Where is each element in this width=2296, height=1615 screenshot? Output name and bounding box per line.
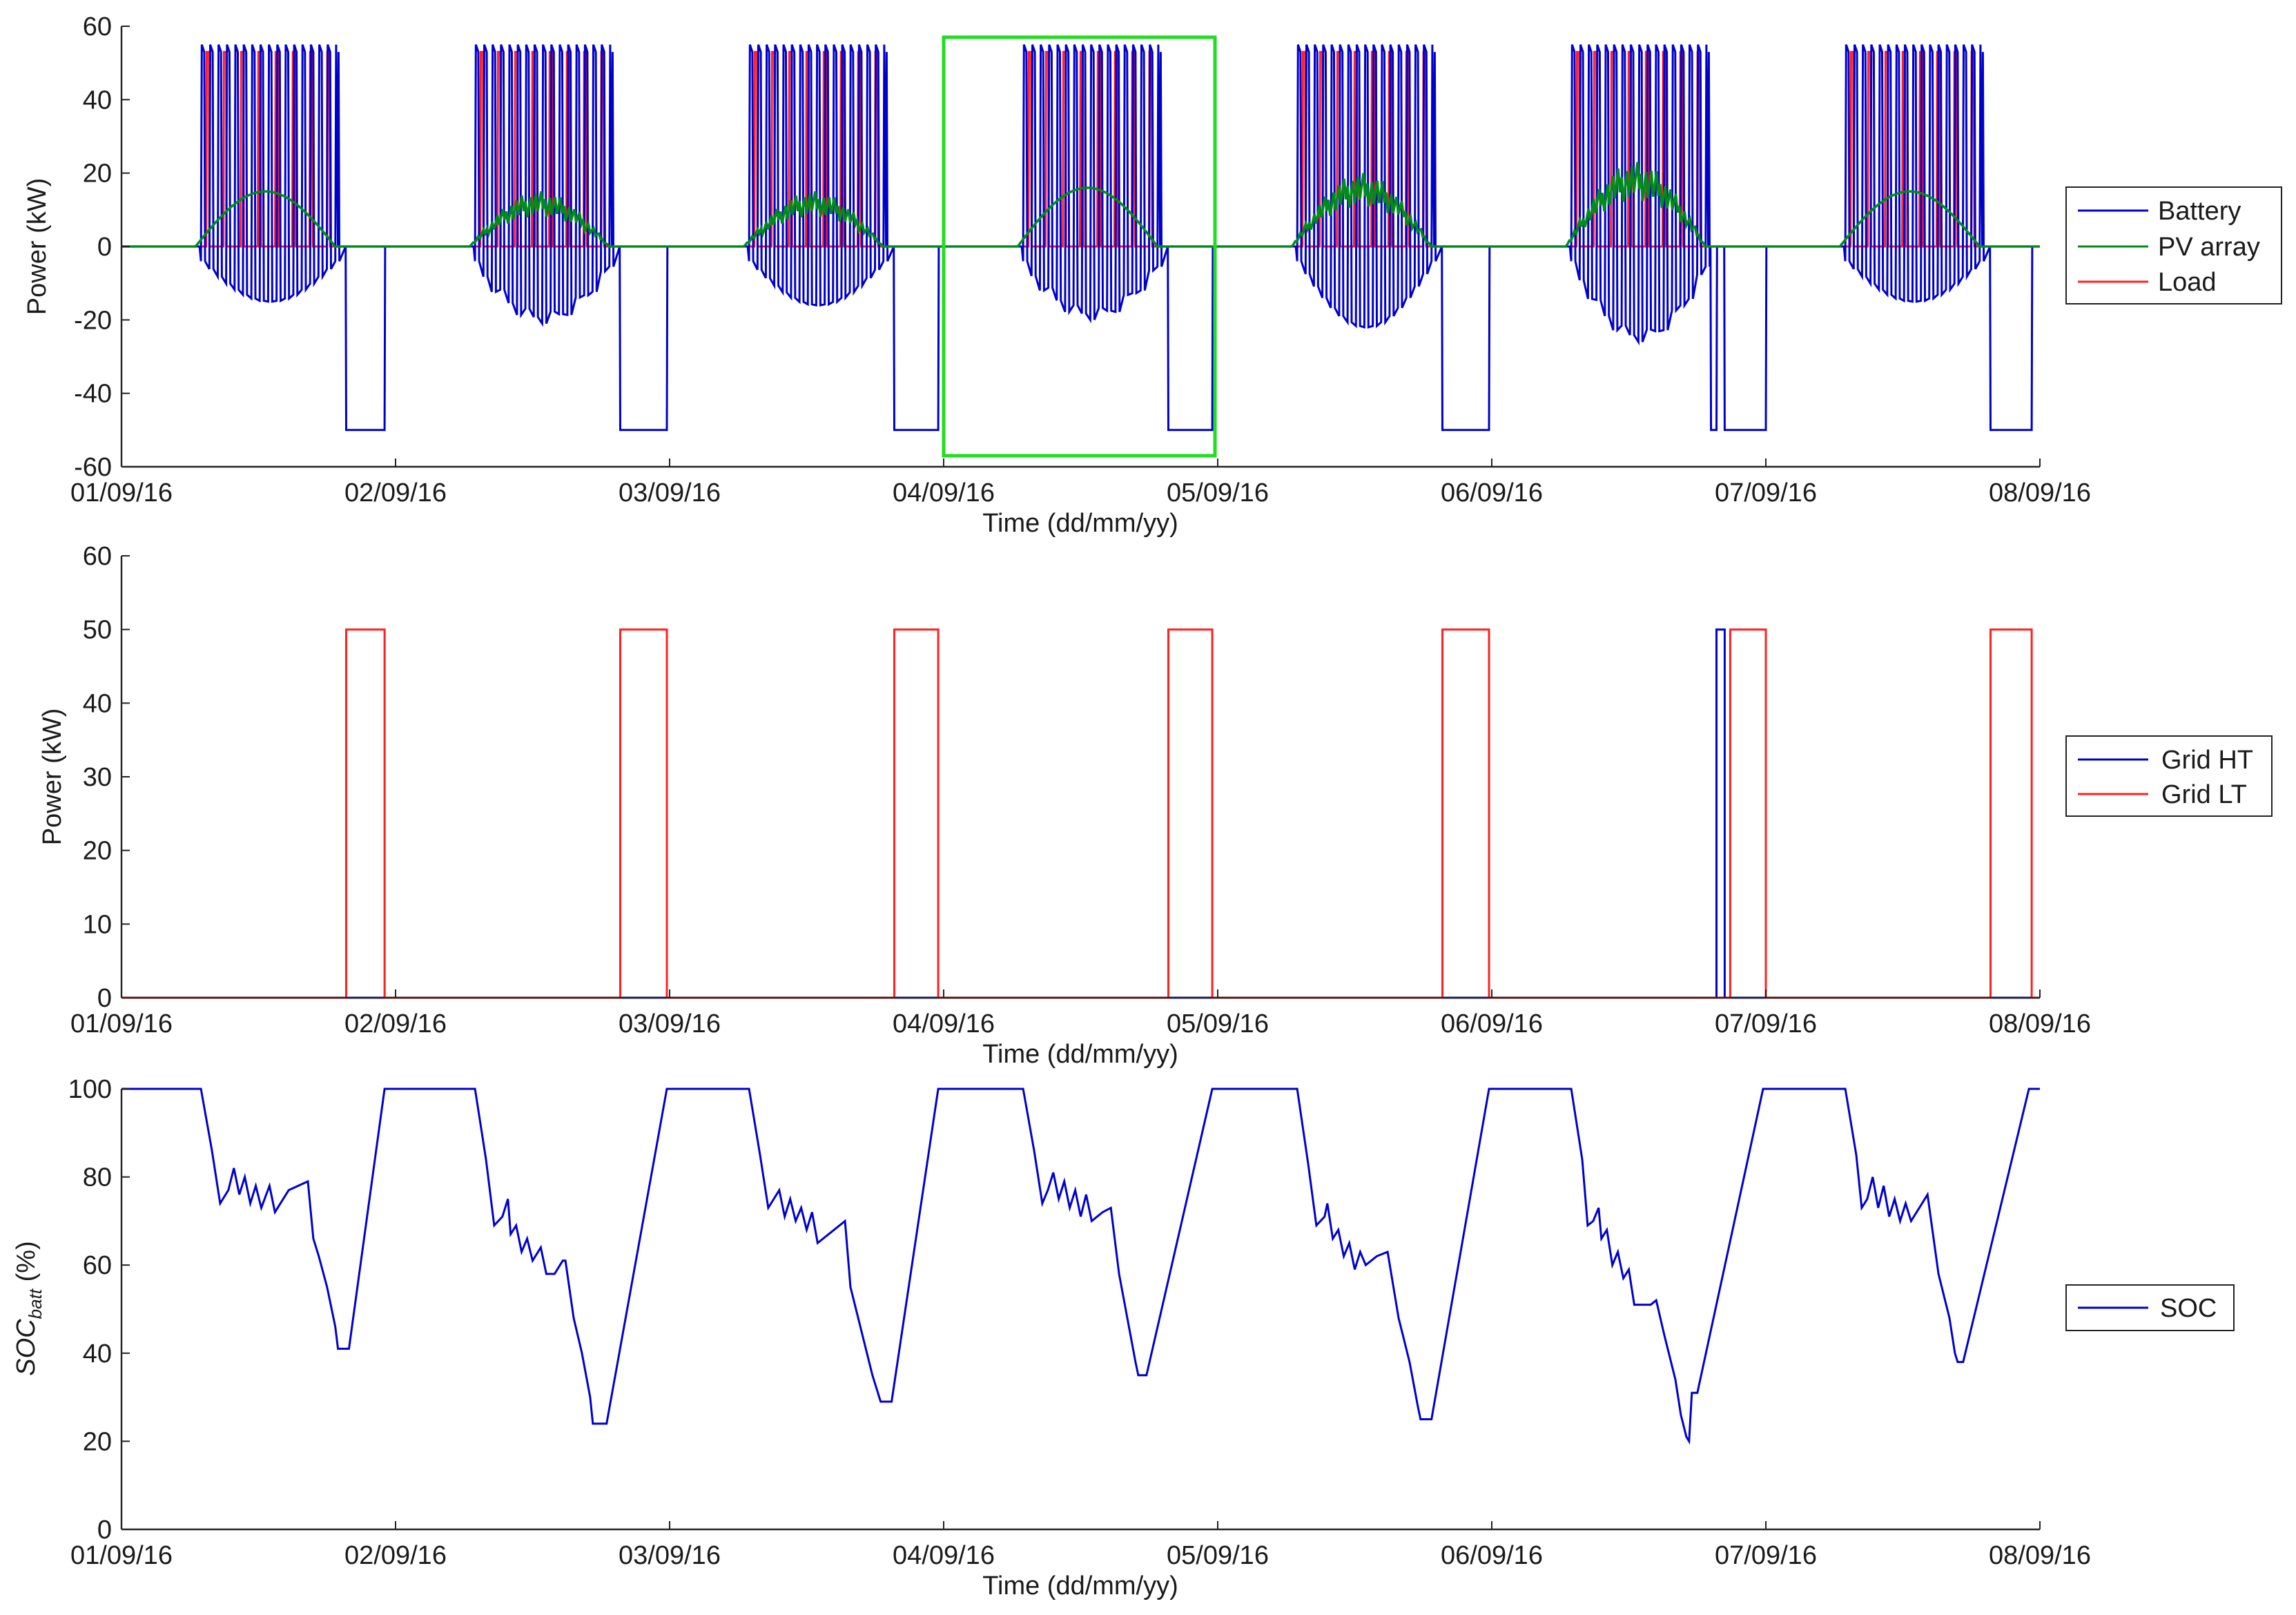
grid-series-group (121, 628, 2040, 999)
legend-label-battery: Battery (2158, 197, 2241, 226)
legend-box (2065, 735, 2273, 817)
x-tick-label: 04/09/16 (893, 478, 995, 507)
x-tick-label: 03/09/16 (619, 1009, 721, 1038)
y-tick-group: 60 40 20 0 -20 -40 -60 (74, 12, 130, 482)
x-tick-label: 06/09/16 (1441, 1009, 1543, 1038)
legend-label-grid-lt: Grid LT (2161, 780, 2247, 809)
x-tick-label: 08/09/16 (1989, 478, 2091, 507)
x-tick-label: 07/09/16 (1715, 1541, 1817, 1570)
x-tick-label: 07/09/16 (1715, 1009, 1817, 1038)
y-tick-label: 30 (83, 763, 112, 792)
soc-label-subscript: batt (25, 1288, 46, 1319)
series-line-grid-lt (121, 628, 2040, 999)
series-line-soc (121, 1087, 2040, 1445)
y-tick-label: 60 (83, 1251, 112, 1280)
y-tick-label: 60 (83, 542, 112, 571)
y-tick-label: 60 (83, 12, 112, 41)
x-tick-group: 01/09/16 02/09/16 03/09/16 04/09/16 05/09/16… (70, 458, 2091, 507)
selected-day-highlight (942, 35, 1217, 458)
x-axis-label: Time (dd/mm/yy) (982, 509, 1178, 538)
y-tick-label: 80 (83, 1163, 112, 1192)
x-tick-label: 02/09/16 (344, 1009, 447, 1038)
legend-label-grid-ht: Grid HT (2161, 746, 2253, 775)
x-tick-label: 04/09/16 (893, 1009, 995, 1038)
x-tick-label: 06/09/16 (1441, 478, 1543, 507)
legend-label-load: Load (2158, 268, 2217, 297)
y-tick-label: 40 (83, 689, 112, 718)
y-axis-label: Power (kW) (38, 708, 67, 845)
series-line-pv-array (121, 162, 2040, 248)
x-tick-label: 01/09/16 (70, 1009, 173, 1038)
power-series-group (121, 44, 2040, 432)
x-tick-label: 06/09/16 (1441, 1541, 1543, 1570)
y-tick-label: 40 (83, 86, 112, 115)
y-tick-label: 20 (83, 159, 112, 188)
y-tick-label: 50 (83, 616, 112, 645)
y-tick-label: -20 (74, 306, 112, 335)
x-tick-group: 01/09/16 02/09/16 03/09/16 04/09/16 05/09/16… (70, 1521, 2091, 1570)
legend-label-pv-array: PV array (2158, 233, 2260, 262)
y-tick-label: 40 (83, 1340, 112, 1369)
x-tick-label: 03/09/16 (619, 1541, 721, 1570)
x-tick-label: 02/09/16 (344, 478, 447, 507)
y-axis-label: Power (kW) (23, 178, 52, 315)
x-tick-label: 08/09/16 (1989, 1009, 2091, 1038)
x-tick-label: 03/09/16 (619, 478, 721, 507)
x-tick-group: 01/09/16 02/09/16 03/09/16 04/09/16 05/09/16… (70, 989, 2091, 1038)
x-tick-label: 05/09/16 (1167, 1009, 1269, 1038)
x-tick-label: 04/09/16 (893, 1541, 995, 1570)
series-line-grid-ht (121, 628, 2040, 999)
power-flow-panel: 60 40 20 0 -20 -40 -60 01/09/16 02/09/16 03/09/1… (23, 12, 2282, 538)
y-tick-label: -60 (74, 453, 112, 482)
soc-label-main: SOC (12, 1319, 41, 1376)
y-tick-label: 20 (83, 837, 112, 866)
series-line-load (121, 50, 2040, 248)
y-tick-label: 0 (97, 233, 112, 262)
x-tick-label: 02/09/16 (344, 1541, 447, 1570)
y-tick-group: 60 50 40 30 20 10 0 (83, 542, 130, 1013)
x-tick-label: 05/09/16 (1167, 478, 1269, 507)
x-axis-label: Time (dd/mm/yy) (982, 1040, 1178, 1069)
legend-label-soc: SOC (2160, 1294, 2217, 1323)
x-tick-label: 01/09/16 (70, 478, 173, 507)
y-tick-label: 0 (97, 984, 112, 1013)
soc-panel: 100 80 60 40 20 0 01/09/16 02/09/16 03/09/16 04/… (12, 1075, 2235, 1601)
x-tick-label: 05/09/16 (1167, 1541, 1269, 1570)
grid-power-panel: 60 50 40 30 20 10 0 01/09/16 02/09/16 03/09/16 04… (38, 542, 2273, 1069)
y-axis-label: SOCbatt (%) (12, 1241, 46, 1375)
y-tick-label: -40 (74, 380, 112, 409)
series-line-battery (121, 44, 2040, 432)
x-tick-label: 07/09/16 (1715, 478, 1817, 507)
y-tick-group: 100 80 60 40 20 0 (68, 1075, 130, 1545)
y-tick-label: 100 (68, 1075, 112, 1104)
y-tick-label: 0 (97, 1516, 112, 1545)
legend: Grid HT Grid LT (2065, 735, 2273, 817)
x-axis-label: Time (dd/mm/yy) (982, 1572, 1178, 1601)
x-tick-label: 01/09/16 (70, 1541, 173, 1570)
soc-label-unit: (%) (12, 1241, 41, 1289)
y-tick-label: 10 (83, 910, 112, 939)
x-tick-label: 08/09/16 (1989, 1541, 2091, 1570)
legend: Battery PV array Load (2065, 186, 2282, 304)
y-tick-label: 20 (83, 1427, 112, 1456)
legend: SOC (2065, 1284, 2235, 1331)
soc-series-group (121, 1087, 2040, 1445)
